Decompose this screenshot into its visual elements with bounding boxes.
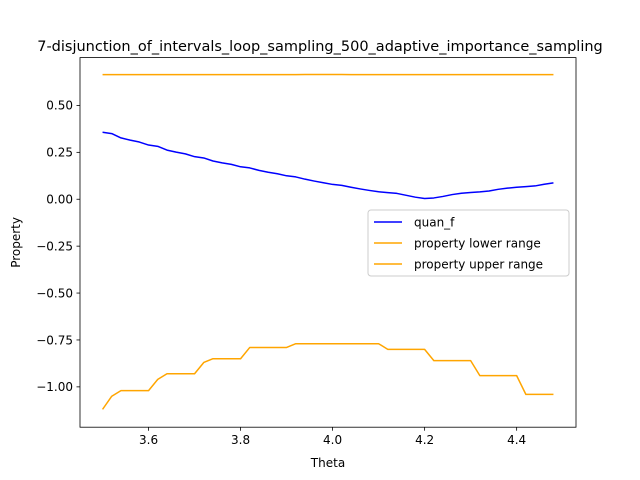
plot-area <box>101 73 554 410</box>
x-tick-label: 4.0 <box>323 433 342 447</box>
axes <box>79 57 577 428</box>
chart-title: 7-disjunction_of_intervals_loop_sampling… <box>37 39 603 55</box>
y-tick-label: 0.00 <box>46 193 73 207</box>
legend-box <box>367 209 570 277</box>
legend: quan_f property lower range property upper… <box>367 209 570 277</box>
legend-entry: quan_f <box>414 215 455 229</box>
x-tick-label: 4.2 <box>415 433 434 447</box>
y-tick-label: −0.50 <box>36 286 73 300</box>
y-tick-label: −1.00 <box>36 380 73 394</box>
ticks: 3.6 3.8 4.0 4.2 4.4 0.50 0.25 0.00 −0.25 −0.50 −0.… <box>36 99 526 447</box>
x-axis-label: Theta <box>310 456 345 470</box>
y-tick-label: −0.25 <box>36 239 73 253</box>
y-tick-label: 0.50 <box>46 99 73 113</box>
x-tick-label: 3.6 <box>139 433 158 447</box>
x-tick-label: 3.8 <box>231 433 250 447</box>
legend-entry: property lower range <box>414 236 541 250</box>
legend-entry: property upper range <box>414 257 543 271</box>
axes-frame <box>79 57 577 428</box>
series-line-quan-f <box>102 131 554 200</box>
x-tick-label: 4.4 <box>507 433 526 447</box>
y-tick-label: −0.75 <box>36 333 73 347</box>
y-tick-label: 0.25 <box>46 146 73 160</box>
y-axis-label: Property <box>9 217 23 268</box>
series-line-property-lower-range <box>101 342 554 410</box>
